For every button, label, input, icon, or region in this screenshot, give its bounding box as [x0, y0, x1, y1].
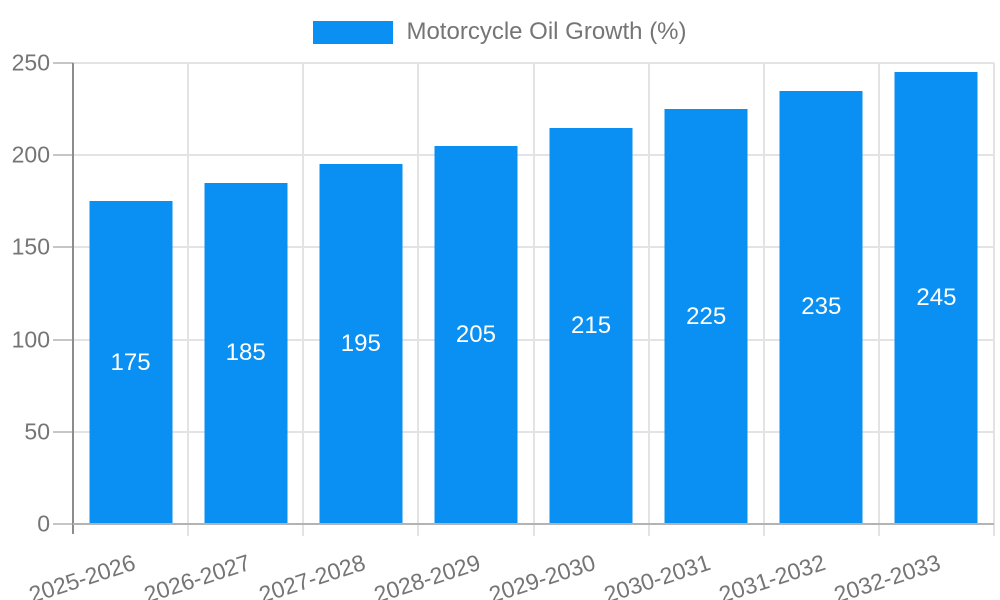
bar-2026-2027[interactable]: 185 [204, 182, 288, 524]
bar-2032-2033[interactable]: 245 [894, 72, 978, 524]
bar-value-label: 205 [455, 320, 496, 348]
y-tick-label: 150 [11, 233, 50, 260]
x-gridline [302, 63, 305, 536]
legend-label: Motorcycle Oil Growth (%) [406, 18, 687, 45]
bar-2028-2029[interactable]: 205 [434, 145, 518, 524]
x-gridline [417, 63, 420, 536]
bar-value-label: 245 [916, 284, 957, 312]
plot-area: 250 200 150 100 50 0 175 185 195 205 215 225 235 245… [12, 51, 995, 600]
bar-2030-2031[interactable]: 225 [664, 109, 748, 524]
y-tick [53, 523, 73, 525]
bar-value-label: 185 [225, 339, 266, 367]
x-tick-label: 2028-2029 [370, 549, 484, 600]
y-gridline [73, 62, 994, 64]
bar-value-label: 175 [110, 348, 151, 376]
legend-swatch [313, 20, 394, 44]
y-gridline [73, 246, 994, 249]
bar-value-label: 235 [801, 293, 842, 321]
y-tick [53, 154, 73, 157]
x-tick-label: 2031-2032 [716, 549, 829, 600]
y-tick-label: 50 [24, 418, 50, 445]
y-tick [53, 246, 73, 249]
y-tick-label: 0 [37, 510, 50, 537]
y-gridline [73, 154, 994, 157]
y-tick [53, 338, 73, 341]
bar-2031-2032[interactable]: 235 [779, 90, 863, 524]
bar-2027-2028[interactable]: 195 [319, 164, 403, 524]
x-axis-baseline [73, 523, 994, 525]
y-tick-label: 100 [11, 326, 50, 353]
bar-value-label: 225 [686, 302, 727, 330]
y-gridline [73, 430, 994, 433]
bar-value-label: 215 [571, 311, 612, 339]
x-gridline [647, 63, 650, 536]
x-gridline [762, 63, 765, 536]
x-tick-label: 2026-2027 [140, 549, 254, 600]
x-tick-label: 2029-2030 [485, 549, 599, 600]
bar-2029-2030[interactable]: 215 [549, 127, 633, 524]
y-tick-label: 250 [11, 49, 50, 76]
y-axis-line [72, 63, 74, 534]
x-gridline [993, 63, 995, 536]
y-tick [53, 430, 73, 433]
legend[interactable]: Motorcycle Oil Growth (%) [0, 20, 1000, 44]
x-tick-label: 2030-2031 [600, 549, 714, 600]
bar-2025-2026[interactable]: 175 [89, 201, 173, 524]
x-gridline [877, 63, 880, 536]
x-gridline [532, 63, 535, 536]
y-tick-label: 200 [11, 141, 50, 168]
x-gridline [187, 63, 190, 536]
y-tick [53, 62, 73, 64]
y-gridline [73, 338, 994, 341]
bar-value-label: 195 [340, 330, 381, 358]
x-tick-label: 2025-2026 [25, 549, 138, 600]
x-tick-label: 2032-2033 [831, 549, 944, 600]
x-tick-label: 2027-2028 [255, 549, 369, 600]
